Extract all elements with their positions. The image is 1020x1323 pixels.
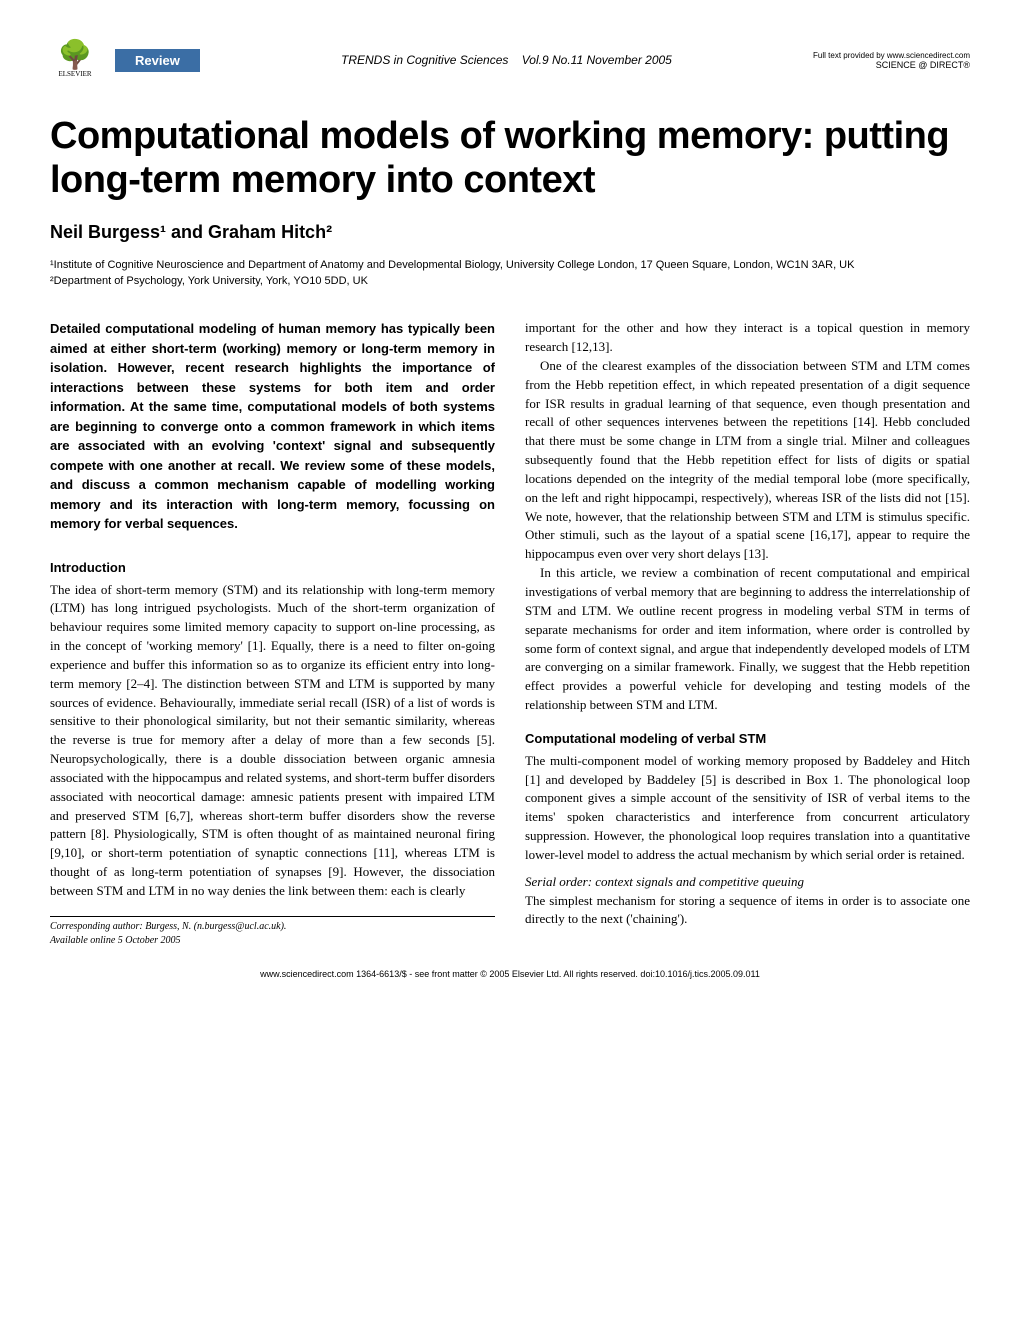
corresponding-author: Corresponding author: Burgess, N. (n.bur…: [50, 920, 495, 935]
content-columns: Detailed computational modeling of human…: [50, 319, 970, 949]
computational-para1: The multi-component model of working mem…: [525, 752, 970, 865]
left-column: Detailed computational modeling of human…: [50, 319, 495, 949]
volume-issue: Vol.9 No.11 November 2005: [522, 53, 672, 67]
authors: Neil Burgess¹ and Graham Hitch²: [50, 222, 970, 243]
page-footer: www.sciencedirect.com 1364-6613/$ - see …: [50, 969, 970, 979]
introduction-para1: The idea of short-term memory (STM) and …: [50, 581, 495, 901]
page-header: 🌳 ELSEVIER Review TRENDS in Cognitive Sc…: [50, 30, 970, 90]
footer-note: Corresponding author: Burgess, N. (n.bur…: [50, 916, 495, 949]
header-right: Full text provided by www.sciencedirect.…: [813, 51, 970, 70]
computational-heading: Computational modeling of verbal STM: [525, 730, 970, 749]
publisher-logo: 🌳 ELSEVIER: [50, 30, 100, 90]
affiliation-2: ²Department of Psychology, York Universi…: [50, 274, 970, 289]
introduction-para3: In this article, we review a combination…: [525, 564, 970, 715]
journal-name: TRENDS in Cognitive Sciences: [341, 53, 508, 67]
review-badge: Review: [115, 49, 200, 72]
abstract: Detailed computational modeling of human…: [50, 319, 495, 534]
introduction-para1-cont: important for the other and how they int…: [525, 319, 970, 357]
introduction-heading: Introduction: [50, 559, 495, 578]
publisher-name: ELSEVIER: [58, 70, 91, 78]
right-column: important for the other and how they int…: [525, 319, 970, 949]
affiliation-1: ¹Institute of Cognitive Neuroscience and…: [50, 258, 970, 273]
article-title: Computational models of working memory: …: [50, 115, 970, 202]
elsevier-tree-icon: 🌳: [58, 42, 93, 70]
serial-order-para1: The simplest mechanism for storing a seq…: [525, 892, 970, 930]
journal-info: TRENDS in Cognitive Sciences Vol.9 No.11…: [215, 53, 798, 67]
available-online: Available online 5 October 2005: [50, 934, 495, 949]
introduction-para2: One of the clearest examples of the diss…: [525, 357, 970, 564]
serial-order-heading: Serial order: context signals and compet…: [525, 873, 970, 892]
affiliations: ¹Institute of Cognitive Neuroscience and…: [50, 258, 970, 289]
fulltext-note: Full text provided by www.sciencedirect.…: [813, 51, 970, 60]
science-direct-label: SCIENCE @ DIRECT®: [813, 60, 970, 70]
